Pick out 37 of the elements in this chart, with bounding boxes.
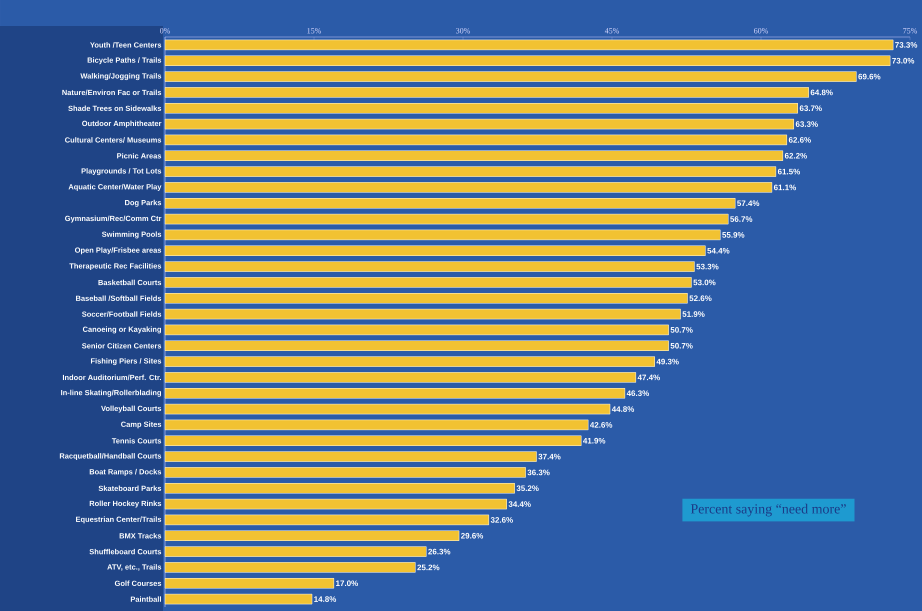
bar bbox=[164, 404, 610, 414]
bar bbox=[164, 87, 809, 98]
annotation: Percent saying “need more” bbox=[690, 504, 846, 516]
bar bbox=[164, 388, 626, 398]
bar bbox=[164, 277, 692, 288]
bar bbox=[164, 420, 588, 430]
bar bbox=[164, 214, 728, 224]
bar bbox=[164, 55, 890, 66]
bar bbox=[164, 198, 736, 208]
bar bbox=[164, 546, 427, 557]
bar bbox=[164, 150, 784, 161]
bar bbox=[164, 71, 857, 82]
bar bbox=[164, 245, 706, 256]
bar bbox=[164, 514, 490, 526]
bar bbox=[164, 467, 526, 478]
bar bbox=[164, 261, 695, 272]
bar bbox=[164, 324, 669, 336]
bar bbox=[164, 102, 798, 114]
bar bbox=[164, 292, 688, 304]
bar bbox=[164, 482, 515, 494]
bar bbox=[164, 340, 669, 351]
bar bbox=[164, 308, 681, 320]
bar bbox=[164, 166, 776, 177]
bar bbox=[164, 594, 312, 604]
bar bbox=[164, 118, 794, 130]
bar bbox=[164, 530, 460, 541]
bar bbox=[164, 182, 772, 193]
bar bbox=[164, 498, 507, 510]
bar bbox=[164, 356, 655, 367]
bar bbox=[164, 40, 894, 50]
bar bbox=[164, 451, 537, 462]
bar bbox=[164, 372, 636, 383]
bar bbox=[164, 578, 334, 588]
bar bbox=[164, 230, 721, 240]
bar bbox=[164, 562, 416, 573]
bar bbox=[164, 435, 582, 446]
bar bbox=[164, 134, 788, 146]
